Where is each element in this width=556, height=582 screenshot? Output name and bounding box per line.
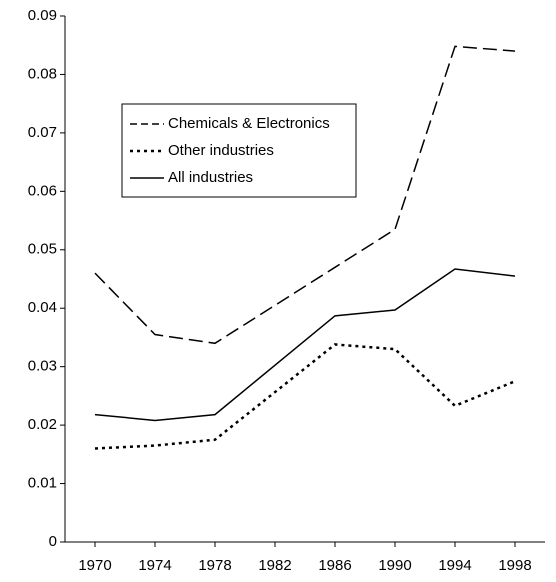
legend-label: Other industries: [168, 142, 274, 159]
legend-label: All industries: [168, 169, 253, 186]
y-tick-label: 0.02: [28, 416, 57, 433]
y-tick-label: 0: [49, 533, 57, 550]
y-tick-label: 0.05: [28, 241, 57, 258]
series-line: [94, 45, 516, 345]
x-tick-label: 1990: [378, 557, 411, 574]
legend-label: Chemicals & Electronics: [168, 115, 330, 132]
x-tick-label: 1978: [198, 557, 231, 574]
y-tick-label: 0.09: [28, 7, 57, 24]
x-tick-label: 1994: [438, 557, 471, 574]
y-tick-label: 0.04: [28, 299, 57, 316]
y-tick-label: 0.06: [28, 182, 57, 199]
y-tick-label: 0.03: [28, 358, 57, 375]
x-tick-label: 1982: [258, 557, 291, 574]
x-tick-label: 1986: [318, 557, 351, 574]
y-tick-label: 0.01: [28, 475, 57, 492]
y-tick-label: 0.07: [28, 124, 57, 141]
series-line: [94, 268, 516, 422]
series-line: [94, 343, 516, 450]
y-tick-label: 0.08: [28, 65, 57, 82]
x-tick-label: 1974: [138, 557, 171, 574]
x-tick-label: 1998: [498, 557, 531, 574]
x-tick-label: 1970: [78, 557, 111, 574]
